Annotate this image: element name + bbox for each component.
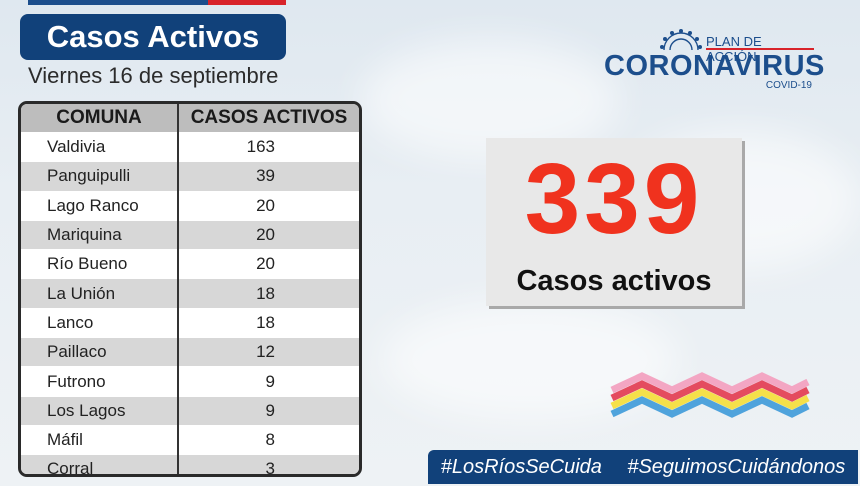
sun-emblem-icon — [660, 29, 702, 51]
table-header-row: COMUNA CASOS ACTIVOS — [21, 104, 359, 133]
table-row: Valdivia 163 — [21, 131, 359, 162]
logo-divider — [706, 48, 814, 50]
plan-label: PLAN DE ACCIÓN — [706, 34, 762, 64]
table-row: Río Bueno 20 — [21, 249, 359, 279]
total-card: 339 Casos activos — [486, 138, 742, 306]
hashtag-bar: #LosRíosSeCuida #SeguimosCuidándonos — [428, 450, 858, 484]
page-title: Casos Activos — [20, 14, 286, 60]
casos-cell: 12 — [178, 337, 359, 367]
comuna-cell: Futrono — [21, 366, 179, 397]
flag-strip-red — [208, 0, 286, 5]
covid-label: COVID-19 — [765, 80, 812, 91]
casos-cell: 9 — [178, 395, 359, 426]
comuna-cell: Valdivia — [21, 131, 179, 162]
casos-cell: 20 — [178, 190, 359, 221]
column-header-casos: CASOS ACTIVOS — [178, 104, 359, 133]
comuna-cell: Paillaco — [21, 337, 179, 367]
table-row: Lanco 18 — [21, 307, 359, 338]
rainbow-wave-graphic — [610, 372, 810, 418]
total-active-label: Casos activos — [516, 265, 712, 297]
table-row: Los Lagos 9 — [21, 395, 359, 426]
comuna-cell: Máfil — [21, 424, 179, 455]
comuna-cell: Mariquina — [21, 219, 179, 250]
table-row: Paillaco 12 — [21, 337, 359, 367]
comuna-cell: Corral — [21, 454, 179, 474]
casos-cell: 9 — [178, 366, 359, 397]
casos-cell: 39 — [178, 161, 359, 192]
casos-cell: 18 — [178, 278, 359, 309]
casos-cell: 8 — [178, 424, 359, 455]
hashtag-seguimos: #SeguimosCuidándonos — [627, 455, 846, 478]
table-row: Futrono 9 — [21, 366, 359, 397]
table-row: Lago Ranco 20 — [21, 190, 359, 221]
table-row: Panguipulli 39 — [21, 161, 359, 192]
casos-cell: 20 — [178, 249, 359, 279]
table-row: Máfil 8 — [21, 424, 359, 455]
cases-table: COMUNA CASOS ACTIVOS Valdivia 163 Pangui… — [18, 101, 362, 477]
hashtag-los-rios: #LosRíosSeCuida — [440, 455, 602, 478]
coronavirus-wordmark: CORONAVIRUS — [604, 50, 825, 82]
total-active-number: 339 — [524, 143, 704, 255]
date-label: Viernes 16 de septiembre — [28, 63, 279, 88]
flag-strip-blue — [28, 0, 208, 5]
coronavirus-logo: PLAN DE ACCIÓN CORONAVIRUS COVID-19 — [602, 26, 824, 94]
comuna-cell: Los Lagos — [21, 395, 179, 426]
comuna-cell: Panguipulli — [21, 161, 179, 192]
table-row: Mariquina 20 — [21, 219, 359, 250]
comuna-cell: Lago Ranco — [21, 190, 179, 221]
table-row: Corral 3 — [21, 454, 359, 474]
comuna-cell: Río Bueno — [21, 249, 179, 279]
casos-cell: 3 — [178, 454, 359, 474]
casos-cell: 163 — [178, 131, 359, 162]
table-row: La Unión 18 — [21, 278, 359, 309]
casos-cell: 20 — [178, 219, 359, 250]
comuna-cell: Lanco — [21, 307, 179, 338]
casos-cell: 18 — [178, 307, 359, 338]
column-header-comuna: COMUNA — [21, 104, 179, 133]
comuna-cell: La Unión — [21, 278, 179, 309]
